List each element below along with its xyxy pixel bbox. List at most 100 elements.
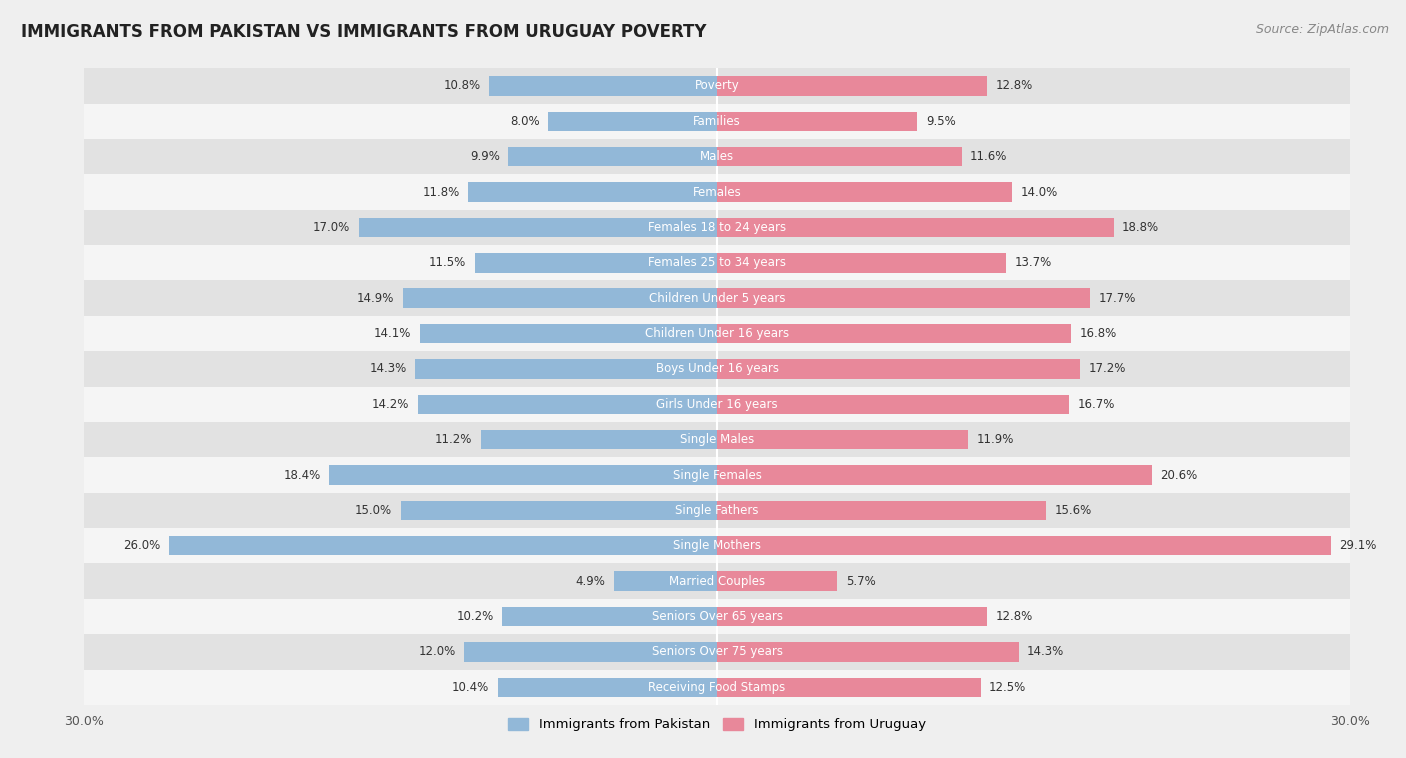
Bar	[717, 536, 1330, 556]
Text: 4.9%: 4.9%	[575, 575, 606, 587]
Text: Males: Males	[700, 150, 734, 163]
Text: 13.7%: 13.7%	[1015, 256, 1052, 269]
Text: 18.4%: 18.4%	[284, 468, 321, 481]
Text: Seniors Over 65 years: Seniors Over 65 years	[651, 610, 783, 623]
Text: 12.8%: 12.8%	[995, 80, 1032, 92]
Text: 11.6%: 11.6%	[970, 150, 1008, 163]
Bar	[84, 669, 1350, 705]
Text: Married Couples: Married Couples	[669, 575, 765, 587]
Text: Children Under 5 years: Children Under 5 years	[648, 292, 786, 305]
Text: 17.2%: 17.2%	[1088, 362, 1126, 375]
Bar	[84, 528, 1350, 563]
Legend: Immigrants from Pakistan, Immigrants from Uruguay: Immigrants from Pakistan, Immigrants fro…	[503, 713, 931, 737]
Bar	[84, 245, 1350, 280]
Text: 11.5%: 11.5%	[429, 256, 467, 269]
Text: Single Females: Single Females	[672, 468, 762, 481]
Bar	[84, 351, 1350, 387]
Text: 16.7%: 16.7%	[1078, 398, 1115, 411]
Text: 14.1%: 14.1%	[374, 327, 412, 340]
Text: Boys Under 16 years: Boys Under 16 years	[655, 362, 779, 375]
Bar	[84, 210, 1350, 245]
Bar	[84, 68, 1350, 104]
Text: 17.0%: 17.0%	[314, 221, 350, 234]
Text: 15.0%: 15.0%	[356, 504, 392, 517]
Bar	[84, 634, 1350, 669]
Text: Single Fathers: Single Fathers	[675, 504, 759, 517]
Bar	[84, 457, 1350, 493]
Text: Girls Under 16 years: Girls Under 16 years	[657, 398, 778, 411]
Bar	[717, 678, 981, 697]
Text: Families: Families	[693, 114, 741, 128]
Text: 14.9%: 14.9%	[357, 292, 394, 305]
Bar	[717, 147, 962, 167]
Bar	[717, 430, 969, 449]
Bar	[489, 77, 717, 96]
Bar	[481, 430, 717, 449]
Text: 18.8%: 18.8%	[1122, 221, 1159, 234]
Text: 12.5%: 12.5%	[990, 681, 1026, 694]
Bar	[717, 183, 1012, 202]
Text: 10.2%: 10.2%	[457, 610, 494, 623]
Text: 11.8%: 11.8%	[423, 186, 460, 199]
Text: Children Under 16 years: Children Under 16 years	[645, 327, 789, 340]
Bar	[717, 501, 1046, 520]
Bar	[84, 174, 1350, 210]
Bar	[84, 599, 1350, 634]
Bar	[498, 678, 717, 697]
Text: Poverty: Poverty	[695, 80, 740, 92]
Bar	[420, 324, 717, 343]
Text: 14.3%: 14.3%	[1028, 645, 1064, 659]
Bar	[359, 218, 717, 237]
Bar	[84, 563, 1350, 599]
Bar	[418, 395, 717, 414]
Bar	[509, 147, 717, 167]
Text: 11.9%: 11.9%	[977, 433, 1014, 446]
Text: 9.5%: 9.5%	[927, 114, 956, 128]
Bar	[329, 465, 717, 485]
Bar	[84, 422, 1350, 457]
Bar	[401, 501, 717, 520]
Bar	[464, 642, 717, 662]
Bar	[84, 104, 1350, 139]
Bar	[84, 280, 1350, 316]
Bar	[717, 218, 1114, 237]
Bar	[468, 183, 717, 202]
Bar	[502, 607, 717, 626]
Bar	[717, 572, 838, 591]
Bar	[717, 359, 1080, 379]
Text: 17.7%: 17.7%	[1099, 292, 1136, 305]
Bar	[84, 139, 1350, 174]
Text: Females: Females	[693, 186, 741, 199]
Text: 20.6%: 20.6%	[1160, 468, 1197, 481]
Text: 11.2%: 11.2%	[434, 433, 472, 446]
Text: Females 25 to 34 years: Females 25 to 34 years	[648, 256, 786, 269]
Text: Seniors Over 75 years: Seniors Over 75 years	[651, 645, 783, 659]
Bar	[717, 289, 1091, 308]
Bar	[717, 465, 1152, 485]
Text: Single Mothers: Single Mothers	[673, 539, 761, 553]
Bar	[475, 253, 717, 273]
Text: 16.8%: 16.8%	[1080, 327, 1116, 340]
Bar	[717, 77, 987, 96]
Text: 14.3%: 14.3%	[370, 362, 408, 375]
Bar	[717, 395, 1069, 414]
Bar	[717, 324, 1071, 343]
Text: 8.0%: 8.0%	[510, 114, 540, 128]
Bar	[84, 316, 1350, 351]
Text: Females 18 to 24 years: Females 18 to 24 years	[648, 221, 786, 234]
Text: 14.0%: 14.0%	[1021, 186, 1057, 199]
Bar	[717, 253, 1007, 273]
Bar	[84, 493, 1350, 528]
Bar	[84, 387, 1350, 422]
Text: 15.6%: 15.6%	[1054, 504, 1091, 517]
Text: 12.0%: 12.0%	[419, 645, 456, 659]
Bar	[717, 111, 918, 131]
Bar	[548, 111, 717, 131]
Text: Source: ZipAtlas.com: Source: ZipAtlas.com	[1256, 23, 1389, 36]
Bar	[416, 359, 717, 379]
Bar	[717, 607, 987, 626]
Bar	[614, 572, 717, 591]
Text: 9.9%: 9.9%	[470, 150, 501, 163]
Text: 14.2%: 14.2%	[371, 398, 409, 411]
Text: Receiving Food Stamps: Receiving Food Stamps	[648, 681, 786, 694]
